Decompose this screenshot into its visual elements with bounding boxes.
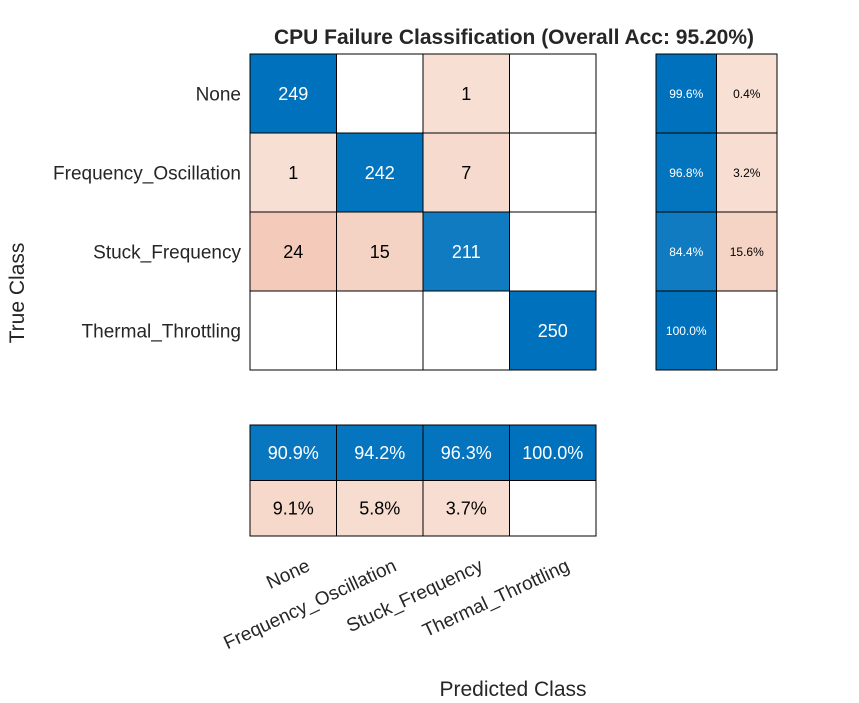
row-summary-cell-2-1: [716, 211, 778, 292]
column-summary-cell-1-3: [509, 480, 597, 537]
row-summary-cell-2-1-value: 15.6%: [730, 245, 764, 259]
column-summary-cell-1-1-value: 5.8%: [359, 499, 400, 519]
matrix-cell-3-2: [422, 290, 510, 371]
matrix-cell-0-0: [249, 53, 337, 134]
column-summary-cell-1-0: [249, 480, 337, 537]
matrix-cell-1-0-value: 1: [288, 163, 298, 183]
matrix-cell-2-0: [249, 211, 337, 292]
column-tick-label: None: [263, 555, 313, 593]
matrix-cell-0-3: [509, 53, 597, 134]
row-summary-cell-1-0-value: 96.8%: [669, 166, 703, 180]
row-summary-cell-0-1: [716, 53, 778, 134]
column-summary-cell-0-1: [336, 424, 424, 481]
matrix-cell-3-0: [249, 290, 337, 371]
row-tick-label: Stuck_Frequency: [93, 243, 241, 264]
column-tick-label: Thermal_Throttling: [419, 555, 572, 641]
matrix-cell-2-0-value: 24: [283, 242, 303, 262]
column-summary-cell-1-1: [336, 480, 424, 537]
row-summary-cell-0-0: [655, 53, 717, 134]
row-tick-label: Thermal_Throttling: [82, 322, 241, 343]
matrix-cell-2-1-value: 15: [370, 242, 390, 262]
matrix-cell-3-3: [509, 290, 597, 371]
row-summary-cell-2-0: [655, 211, 717, 292]
column-summary-cell-1-0-value: 9.1%: [273, 499, 314, 519]
matrix-cell-3-3-value: 250: [538, 321, 568, 341]
column-tick-labels: NoneFrequency_OscillationStuck_Frequency…: [221, 555, 573, 654]
column-summary-cell-1-2: [422, 480, 510, 537]
matrix-cell-0-1: [336, 53, 424, 134]
row-summary-cell-1-0: [655, 132, 717, 213]
matrix-cell-2-2-value: 211: [452, 242, 481, 262]
matrix-cell-1-2: [422, 132, 510, 213]
matrix-cell-0-2: [422, 53, 510, 134]
row-summary-cell-3-1: [716, 290, 778, 371]
chart-title: CPU Failure Classification (Overall Acc:…: [274, 26, 754, 49]
row-summary-cell-0-0-value: 99.6%: [669, 87, 703, 101]
matrix-cell-2-2: [422, 211, 510, 292]
matrix-cell-1-1-value: 242: [365, 163, 395, 183]
row-summary-cell-1-1-value: 3.2%: [733, 166, 761, 180]
matrix-cell-2-3: [509, 211, 597, 292]
x-axis-label: Predicted Class: [439, 678, 586, 701]
row-tick-label: Frequency_Oscillation: [53, 164, 241, 185]
column-summary-cell-0-2: [422, 424, 510, 481]
row-summary: 99.6% 0.4% 96.8% 3.2% 84.4% 15.6% 100.0%: [655, 53, 778, 371]
matrix-cell-0-0-value: 249: [278, 84, 308, 104]
column-summary-cell-0-3-value: 100.0%: [522, 443, 583, 463]
row-tick-labels: None Frequency_Oscillation Stuck_Frequency…: [53, 85, 241, 343]
row-tick-label: None: [196, 85, 241, 106]
column-summary-cell-0-3: [509, 424, 597, 481]
matrix-cell-1-3: [509, 132, 597, 213]
column-summary-cell-0-0-value: 90.9%: [268, 443, 319, 463]
matrix-cell-1-0: [249, 132, 337, 213]
row-summary-cell-0-1-value: 0.4%: [733, 87, 761, 101]
column-summary: 90.9% 94.2% 96.3% 100.0% 9.1% 5.8% 3.7%: [249, 424, 597, 537]
y-axis-label: True Class: [6, 243, 29, 344]
row-summary-cell-2-0-value: 84.4%: [669, 245, 703, 259]
row-summary-cell-3-0-value: 100.0%: [666, 324, 707, 338]
matrix-cell-3-1: [336, 290, 424, 371]
column-summary-cell-0-2-value: 96.3%: [441, 443, 492, 463]
column-summary-cell-0-0: [249, 424, 337, 481]
matrix-cell-1-2-value: 7: [461, 163, 471, 183]
row-summary-cell-3-0: [655, 290, 717, 371]
confusion-matrix: 249 1 1 242 7 24 15 211 250: [249, 53, 597, 371]
column-summary-cell-1-2-value: 3.7%: [446, 499, 487, 519]
matrix-cell-1-1: [336, 132, 424, 213]
matrix-cell-0-2-value: 1: [461, 84, 471, 104]
column-summary-cell-0-1-value: 94.2%: [354, 443, 405, 463]
